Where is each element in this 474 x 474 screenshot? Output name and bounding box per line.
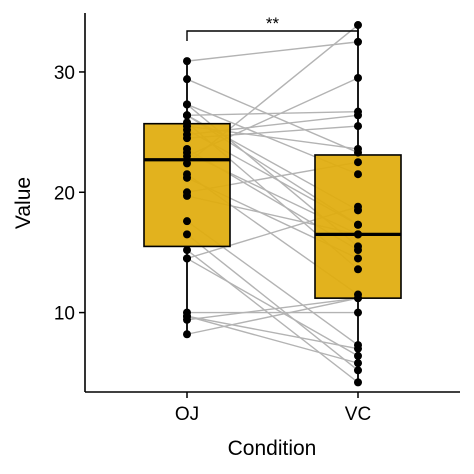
point-VC <box>354 230 362 239</box>
axes <box>84 13 460 393</box>
significance-label: ** <box>266 14 280 33</box>
point-VC <box>354 366 362 375</box>
point-OJ <box>183 246 191 255</box>
point-VC <box>354 265 362 274</box>
point-OJ <box>183 217 191 226</box>
x-axis-title: Condition <box>228 437 317 460</box>
y-tick-label: 10 <box>54 304 75 325</box>
point-OJ <box>183 173 191 182</box>
point-VC <box>354 37 362 46</box>
pair-line <box>186 297 359 321</box>
point-OJ <box>183 100 191 109</box>
x-tick-label: OJ <box>175 404 199 425</box>
point-OJ <box>183 152 191 161</box>
bracket-line <box>186 30 359 41</box>
point-VC <box>354 122 362 131</box>
point-VC <box>354 242 362 251</box>
point-OJ <box>183 111 191 120</box>
pair-line <box>186 315 359 350</box>
y-tick-label: 30 <box>54 63 75 84</box>
point-VC <box>354 73 362 82</box>
point-OJ <box>183 75 191 84</box>
pair-line <box>186 315 359 364</box>
box-plots <box>143 25 402 383</box>
data-points <box>183 21 362 387</box>
point-VC <box>354 344 362 353</box>
point-VC <box>354 21 362 30</box>
point-VC <box>354 294 362 303</box>
point-VC <box>354 107 362 116</box>
x-tick-label: VC <box>345 404 371 425</box>
pair-line <box>186 110 359 116</box>
point-VC <box>354 359 362 368</box>
point-VC <box>354 148 362 157</box>
point-OJ <box>183 254 191 263</box>
pair-line <box>186 233 359 371</box>
point-OJ <box>183 144 191 153</box>
point-VC <box>354 351 362 360</box>
pair-line <box>186 297 359 335</box>
y-tick-label: 20 <box>54 183 75 204</box>
pair-line <box>186 78 359 154</box>
pair-line <box>186 41 359 62</box>
point-VC <box>354 308 362 317</box>
point-OJ <box>183 230 191 239</box>
point-OJ <box>183 159 191 168</box>
y-ticks: 10 20 30 <box>54 63 85 325</box>
point-OJ <box>183 312 191 321</box>
point-VC <box>354 220 362 229</box>
point-VC <box>354 254 362 263</box>
point-OJ <box>183 330 191 339</box>
point-OJ <box>183 130 191 139</box>
point-OJ <box>183 122 191 131</box>
y-axis-title: Value <box>12 177 35 229</box>
point-VC <box>354 378 362 387</box>
point-VC <box>354 206 362 215</box>
point-OJ <box>183 57 191 66</box>
point-VC <box>354 158 362 167</box>
box-OJ <box>143 122 231 248</box>
pair-line <box>186 257 359 357</box>
point-VC <box>354 170 362 179</box>
x-ticks: OJ VC <box>175 392 371 425</box>
point-OJ <box>183 188 191 197</box>
significance-bracket: ** <box>186 14 359 41</box>
